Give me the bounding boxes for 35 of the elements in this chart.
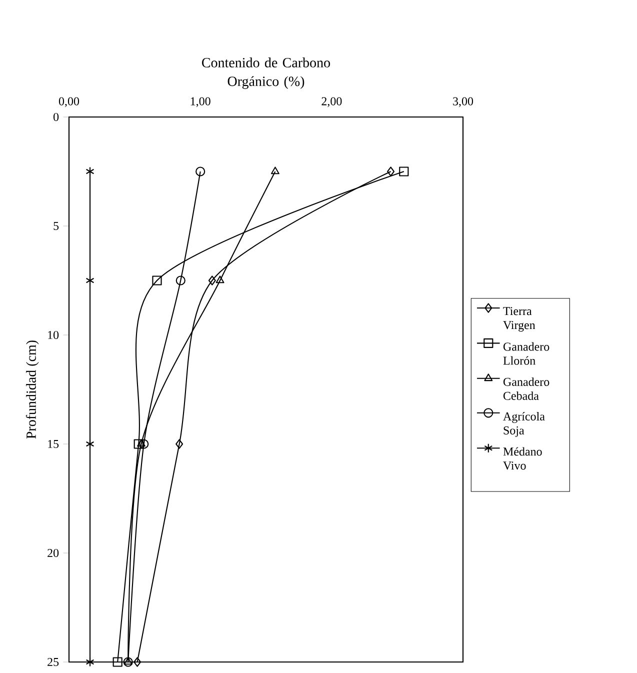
x-tick-label: 1,00 <box>190 97 210 108</box>
point <box>176 439 184 449</box>
y-tick-label: 5 <box>54 222 59 230</box>
point <box>112 657 122 667</box>
point <box>387 166 394 176</box>
point <box>134 657 142 667</box>
point <box>86 166 94 176</box>
point <box>86 276 94 286</box>
point <box>134 439 144 449</box>
x-tick-label: 2,00 <box>322 97 342 108</box>
x-axis-title: Contenido de Carbono Orgánico (%) <box>202 58 330 89</box>
legend-label: Ganadero Llorón <box>503 342 550 365</box>
legend-label: Médano Vivo <box>503 447 542 470</box>
legend-label: Tierra Virgen <box>503 307 536 332</box>
y-tick-label: 25 <box>48 658 59 666</box>
y-tick-label: 15 <box>48 440 59 448</box>
y-tick-label: 0 <box>54 112 59 122</box>
point <box>137 439 146 447</box>
x-tick-label: 3,00 <box>453 97 474 108</box>
y-axis-title: Profundidad (cm) <box>26 340 39 439</box>
point <box>208 276 216 286</box>
point <box>86 439 94 449</box>
point <box>270 166 280 174</box>
legend-label: Ganadero Cebada <box>503 378 550 400</box>
point <box>216 276 224 284</box>
legend-label: Agrícola Soja <box>503 412 545 437</box>
x-tick-label: 0,00 <box>58 97 80 108</box>
point <box>139 439 149 449</box>
y-tick-label: 10 <box>48 330 59 340</box>
point <box>196 166 206 176</box>
y-tick-label: 20 <box>48 548 59 558</box>
point <box>152 276 162 286</box>
point <box>86 657 94 667</box>
point <box>176 276 186 286</box>
point <box>399 166 409 176</box>
